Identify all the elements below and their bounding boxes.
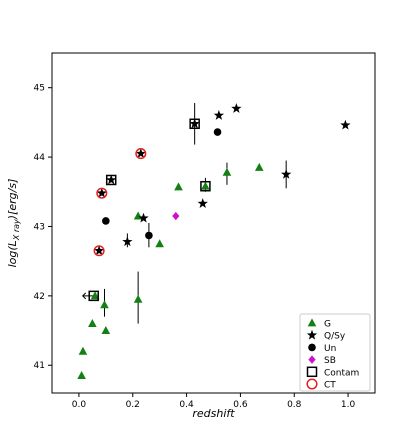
plot-frame (51, 52, 376, 394)
point-q-sy (93, 245, 105, 256)
x-tick-label: 0.0 (72, 400, 87, 410)
point-contam (105, 174, 117, 186)
point-contam (189, 118, 200, 130)
point-q-sy (213, 110, 225, 120)
data-points (77, 103, 351, 380)
point-g (174, 182, 183, 191)
upper-limit-arrow (82, 292, 94, 300)
y-axis-label: log(LX ray)[erg/s] (6, 179, 21, 268)
y-tick-label: 44 (34, 153, 46, 163)
x-tick-label: 0.6 (233, 400, 248, 410)
point-q-sy (122, 236, 133, 247)
y-tick-label: 45 (34, 84, 45, 94)
point-g (77, 371, 86, 380)
point-q-sy (189, 118, 200, 129)
x-tick-label: 0.2 (126, 400, 140, 410)
point-ct (135, 148, 147, 160)
point-un (213, 128, 222, 136)
legend-label-contam: Contam (324, 368, 359, 378)
error-bars (82, 102, 287, 324)
point-g (254, 162, 264, 171)
point-g (133, 294, 143, 303)
legend-label-sb: SB (324, 356, 336, 366)
legend-marker-un (308, 343, 316, 352)
point-q-sy (197, 198, 208, 208)
legend: G Q/Sy Un SB Contam CT (299, 313, 371, 392)
x-tick-label: 0.4 (179, 400, 194, 410)
point-g (201, 181, 210, 190)
legend-marker-contam (306, 366, 318, 378)
point-q-sy (135, 148, 146, 158)
legend-marker-q-sy (306, 329, 318, 340)
y-tick-label: 41 (34, 361, 45, 371)
point-un (102, 217, 110, 225)
y-tick-label: 43 (34, 222, 45, 232)
legend-marker-sb (308, 355, 316, 364)
point-q-sy (231, 103, 242, 113)
legend-marker-g (307, 318, 317, 327)
legend-label-ct: CT (324, 381, 336, 391)
legend-label-q-sy: Q/Sy (324, 332, 346, 342)
point-g (100, 300, 109, 309)
point-contam (88, 290, 99, 302)
legend-label-g: G (324, 320, 331, 330)
legend-marker-ct (306, 378, 318, 390)
point-sb (172, 211, 180, 221)
point-g (88, 319, 97, 328)
point-g (155, 239, 164, 248)
point-g (90, 291, 100, 300)
point-g (222, 167, 232, 176)
point-g (101, 325, 111, 334)
y-tick-label: 42 (34, 292, 45, 302)
axis-ticks: 0.0 0.2 0.4 0.6 0.8 1.0 41 42 43 44 45 (34, 84, 356, 410)
point-ct (93, 245, 105, 257)
point-q-sy (138, 212, 149, 223)
point-ct (96, 187, 108, 199)
point-un (145, 231, 153, 240)
x-tick-label: 1.0 (341, 400, 356, 410)
point-q-sy (340, 119, 351, 130)
point-contam (200, 180, 211, 192)
point-q-sy (106, 174, 117, 185)
x-tick-label: 0.8 (287, 400, 302, 410)
point-q-sy (96, 187, 107, 198)
point-q-sy (281, 169, 292, 179)
x-axis-label: redshift (192, 407, 235, 420)
point-g (78, 346, 88, 355)
legend-label-un: Un (324, 344, 336, 354)
legend-box (299, 313, 371, 392)
